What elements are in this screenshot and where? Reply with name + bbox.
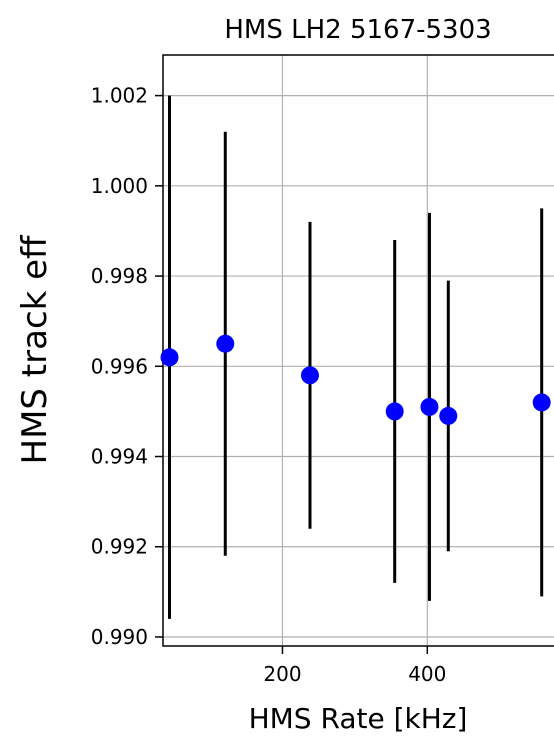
data-points — [160, 334, 551, 425]
data-point — [420, 397, 439, 416]
y-tick-label: 1.000 — [91, 174, 148, 198]
y-tick-label: 0.994 — [91, 445, 148, 469]
chart-title: HMS LH2 5167-5303 — [224, 15, 491, 45]
x-tick-label: 200 — [263, 662, 301, 686]
y-tick-label: 0.998 — [91, 264, 148, 288]
y-tick-label: 0.990 — [91, 625, 148, 649]
data-point — [160, 348, 179, 367]
y-axis-title: HMS track eff — [15, 234, 55, 465]
data-point — [385, 402, 404, 421]
axis-ticks: 200 400 0.990 0.992 0.994 0.996 0.998 1.000 1.00… — [91, 84, 447, 686]
x-axis-title: HMS Rate [kHz] — [249, 702, 468, 735]
y-tick-label: 1.002 — [91, 84, 148, 108]
data-point — [439, 406, 458, 425]
x-tick-label: 400 — [408, 662, 446, 686]
error-bars — [168, 95, 544, 619]
plot-area — [162, 54, 554, 647]
data-point — [300, 366, 319, 385]
y-tick-label: 0.996 — [91, 354, 148, 378]
grid — [163, 55, 554, 646]
data-point — [216, 334, 235, 353]
data-point — [532, 393, 551, 412]
y-tick-label: 0.992 — [91, 535, 148, 559]
